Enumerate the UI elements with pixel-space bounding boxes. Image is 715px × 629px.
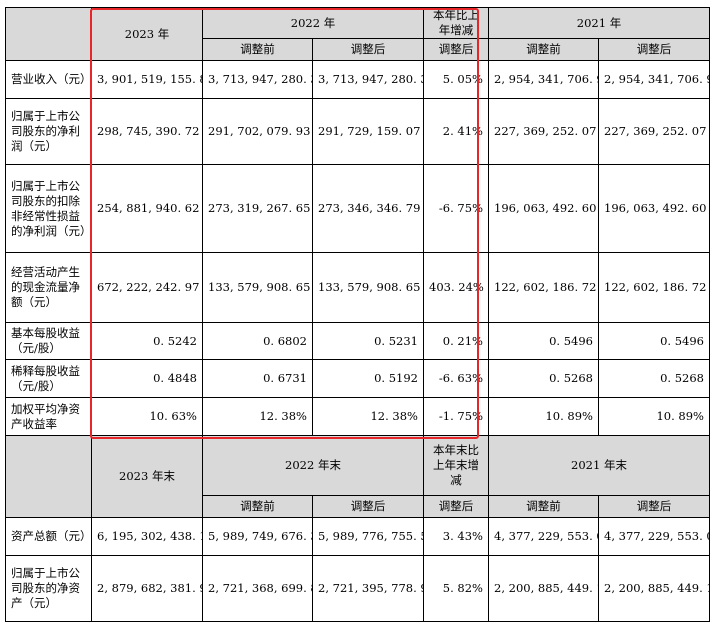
- value-2021-before: 2, 200, 885, 449. 17: [488, 555, 599, 622]
- value-2022-after: 2, 721, 395, 778. 94: [312, 555, 424, 622]
- value-yoy: -1. 75%: [423, 397, 489, 436]
- value-yoy: 5. 82%: [423, 555, 489, 622]
- table-row-basic-eps: 基本每股收益（元/股） 0. 5242 0. 6802 0. 5231 0. 2…: [5, 322, 710, 360]
- table-row-operating-cash-flow: 经营活动产生的现金流量净额（元） 672, 222, 242. 97 133, …: [5, 252, 710, 323]
- value-2021-after: 227, 369, 252. 07: [598, 98, 710, 165]
- value-2021-after: 196, 063, 492. 60: [598, 164, 710, 253]
- value-2021-before: 196, 063, 492. 60: [488, 164, 599, 253]
- value-2022-after: 291, 729, 159. 07: [312, 98, 424, 165]
- value-2021-before: 10. 89%: [488, 397, 599, 436]
- value-2023: 0. 5242: [91, 322, 203, 360]
- header-2022-after: 调整后: [312, 38, 424, 61]
- header-2023: 2023 年: [91, 7, 203, 61]
- row-label: 加权平均净资产收益率: [5, 397, 92, 436]
- header-2022-end: 2022 年末: [202, 435, 424, 496]
- row-label: 归属于上市公司股东的净资产（元）: [5, 555, 92, 622]
- header-yoy-adjusted: 调整后: [423, 38, 489, 61]
- value-2022-before: 291, 702, 079. 93: [202, 98, 313, 165]
- value-2021-after: 2, 954, 341, 706. 90: [598, 60, 710, 99]
- value-yoy: 3. 43%: [423, 517, 489, 556]
- table-row-roe: 加权平均净资产收益率 10. 63% 12. 38% 12. 38% -1. 7…: [5, 397, 710, 436]
- value-2021-before: 0. 5268: [488, 359, 599, 398]
- value-yoy: 2. 41%: [423, 98, 489, 165]
- header-2022-end-after: 调整后: [312, 495, 424, 518]
- table-row-revenue: 营业收入（元） 3, 901, 519, 155. 87 3, 713, 947…: [5, 60, 710, 99]
- value-2022-before: 2, 721, 368, 699. 80: [202, 555, 313, 622]
- header-2022-end-before: 调整前: [202, 495, 313, 518]
- value-2023: 672, 222, 242. 97: [91, 252, 203, 323]
- value-2021-after: 0. 5496: [598, 322, 710, 360]
- value-2022-before: 5, 989, 749, 676. 38: [202, 517, 313, 556]
- value-yoy: 5. 05%: [423, 60, 489, 99]
- value-2021-before: 227, 369, 252. 07: [488, 98, 599, 165]
- value-2022-after: 0. 5231: [312, 322, 424, 360]
- financial-indicators-table: 2023 年 2022 年 本年比上年增减 2021 年 调整前 调整后 调整后…: [5, 7, 710, 622]
- value-2023: 3, 901, 519, 155. 87: [91, 60, 203, 99]
- value-2022-after: 5, 989, 776, 755. 52: [312, 517, 424, 556]
- table-row-net-assets: 归属于上市公司股东的净资产（元） 2, 879, 682, 381. 90 2,…: [5, 555, 710, 622]
- value-2022-before: 12. 38%: [202, 397, 313, 436]
- row-label: 经营活动产生的现金流量净额（元）: [5, 252, 92, 323]
- value-yoy: -6. 75%: [423, 164, 489, 253]
- header-corner-2: [5, 435, 92, 518]
- table-row-diluted-eps: 稀释每股收益（元/股） 0. 4848 0. 6731 0. 5192 -6. …: [5, 359, 710, 398]
- value-2022-after: 0. 5192: [312, 359, 424, 398]
- header-yoy-end-adjusted: 调整后: [423, 495, 489, 518]
- row-label: 基本每股收益（元/股）: [5, 322, 92, 360]
- value-2021-before: 4, 377, 229, 553. 01: [488, 517, 599, 556]
- table-row-net-profit-deducted: 归属于上市公司股东的扣除非经常性损益的净利润（元） 254, 881, 940.…: [5, 164, 710, 253]
- header-2021-end: 2021 年末: [488, 435, 710, 496]
- row-label: 资产总额（元）: [5, 517, 92, 556]
- value-2023: 10. 63%: [91, 397, 203, 436]
- row-label: 营业收入（元）: [5, 60, 92, 99]
- value-2023: 298, 745, 390. 72: [91, 98, 203, 165]
- table-row-total-assets: 资产总额（元） 6, 195, 302, 438. 14 5, 989, 749…: [5, 517, 710, 556]
- value-2021-after: 122, 602, 186. 72: [598, 252, 710, 323]
- header-2022: 2022 年: [202, 7, 424, 39]
- value-2022-after: 273, 346, 346. 79: [312, 164, 424, 253]
- value-2022-before: 0. 6802: [202, 322, 313, 360]
- value-2022-after: 3, 713, 947, 280. 31: [312, 60, 424, 99]
- value-2021-before: 2, 954, 341, 706. 90: [488, 60, 599, 99]
- value-2021-after: 4, 377, 229, 553. 01: [598, 517, 710, 556]
- value-yoy: 403. 24%: [423, 252, 489, 323]
- value-2021-before: 0. 5496: [488, 322, 599, 360]
- header-2021-end-before: 调整前: [488, 495, 599, 518]
- header-2021: 2021 年: [488, 7, 710, 39]
- value-yoy: 0. 21%: [423, 322, 489, 360]
- header-2022-before: 调整前: [202, 38, 313, 61]
- value-2022-after: 12. 38%: [312, 397, 424, 436]
- table-row-net-profit: 归属于上市公司股东的净利润（元） 298, 745, 390. 72 291, …: [5, 98, 710, 165]
- header-2021-before: 调整前: [488, 38, 599, 61]
- value-2021-after: 0. 5268: [598, 359, 710, 398]
- row-label: 稀释每股收益（元/股）: [5, 359, 92, 398]
- value-2021-before: 122, 602, 186. 72: [488, 252, 599, 323]
- header-2021-end-after: 调整后: [598, 495, 710, 518]
- value-2023: 0. 4848: [91, 359, 203, 398]
- header-yoy: 本年比上年增减: [423, 7, 489, 39]
- value-2021-after: 2, 200, 885, 449. 17: [598, 555, 710, 622]
- row-label: 归属于上市公司股东的净利润（元）: [5, 98, 92, 165]
- value-2022-after: 133, 579, 908. 65: [312, 252, 424, 323]
- header-2023-end: 2023 年末: [91, 435, 203, 518]
- value-2021-after: 10. 89%: [598, 397, 710, 436]
- value-2023: 2, 879, 682, 381. 90: [91, 555, 203, 622]
- header-corner: [5, 7, 92, 61]
- value-2023: 254, 881, 940. 62: [91, 164, 203, 253]
- value-2022-before: 273, 319, 267. 65: [202, 164, 313, 253]
- value-yoy: -6. 63%: [423, 359, 489, 398]
- value-2023: 6, 195, 302, 438. 14: [91, 517, 203, 556]
- header-2021-after: 调整后: [598, 38, 710, 61]
- header-yoy-end: 本年末比上年末增减: [423, 435, 489, 496]
- value-2022-before: 3, 713, 947, 280. 31: [202, 60, 313, 99]
- row-label: 归属于上市公司股东的扣除非经常性损益的净利润（元）: [5, 164, 92, 253]
- value-2022-before: 133, 579, 908. 65: [202, 252, 313, 323]
- value-2022-before: 0. 6731: [202, 359, 313, 398]
